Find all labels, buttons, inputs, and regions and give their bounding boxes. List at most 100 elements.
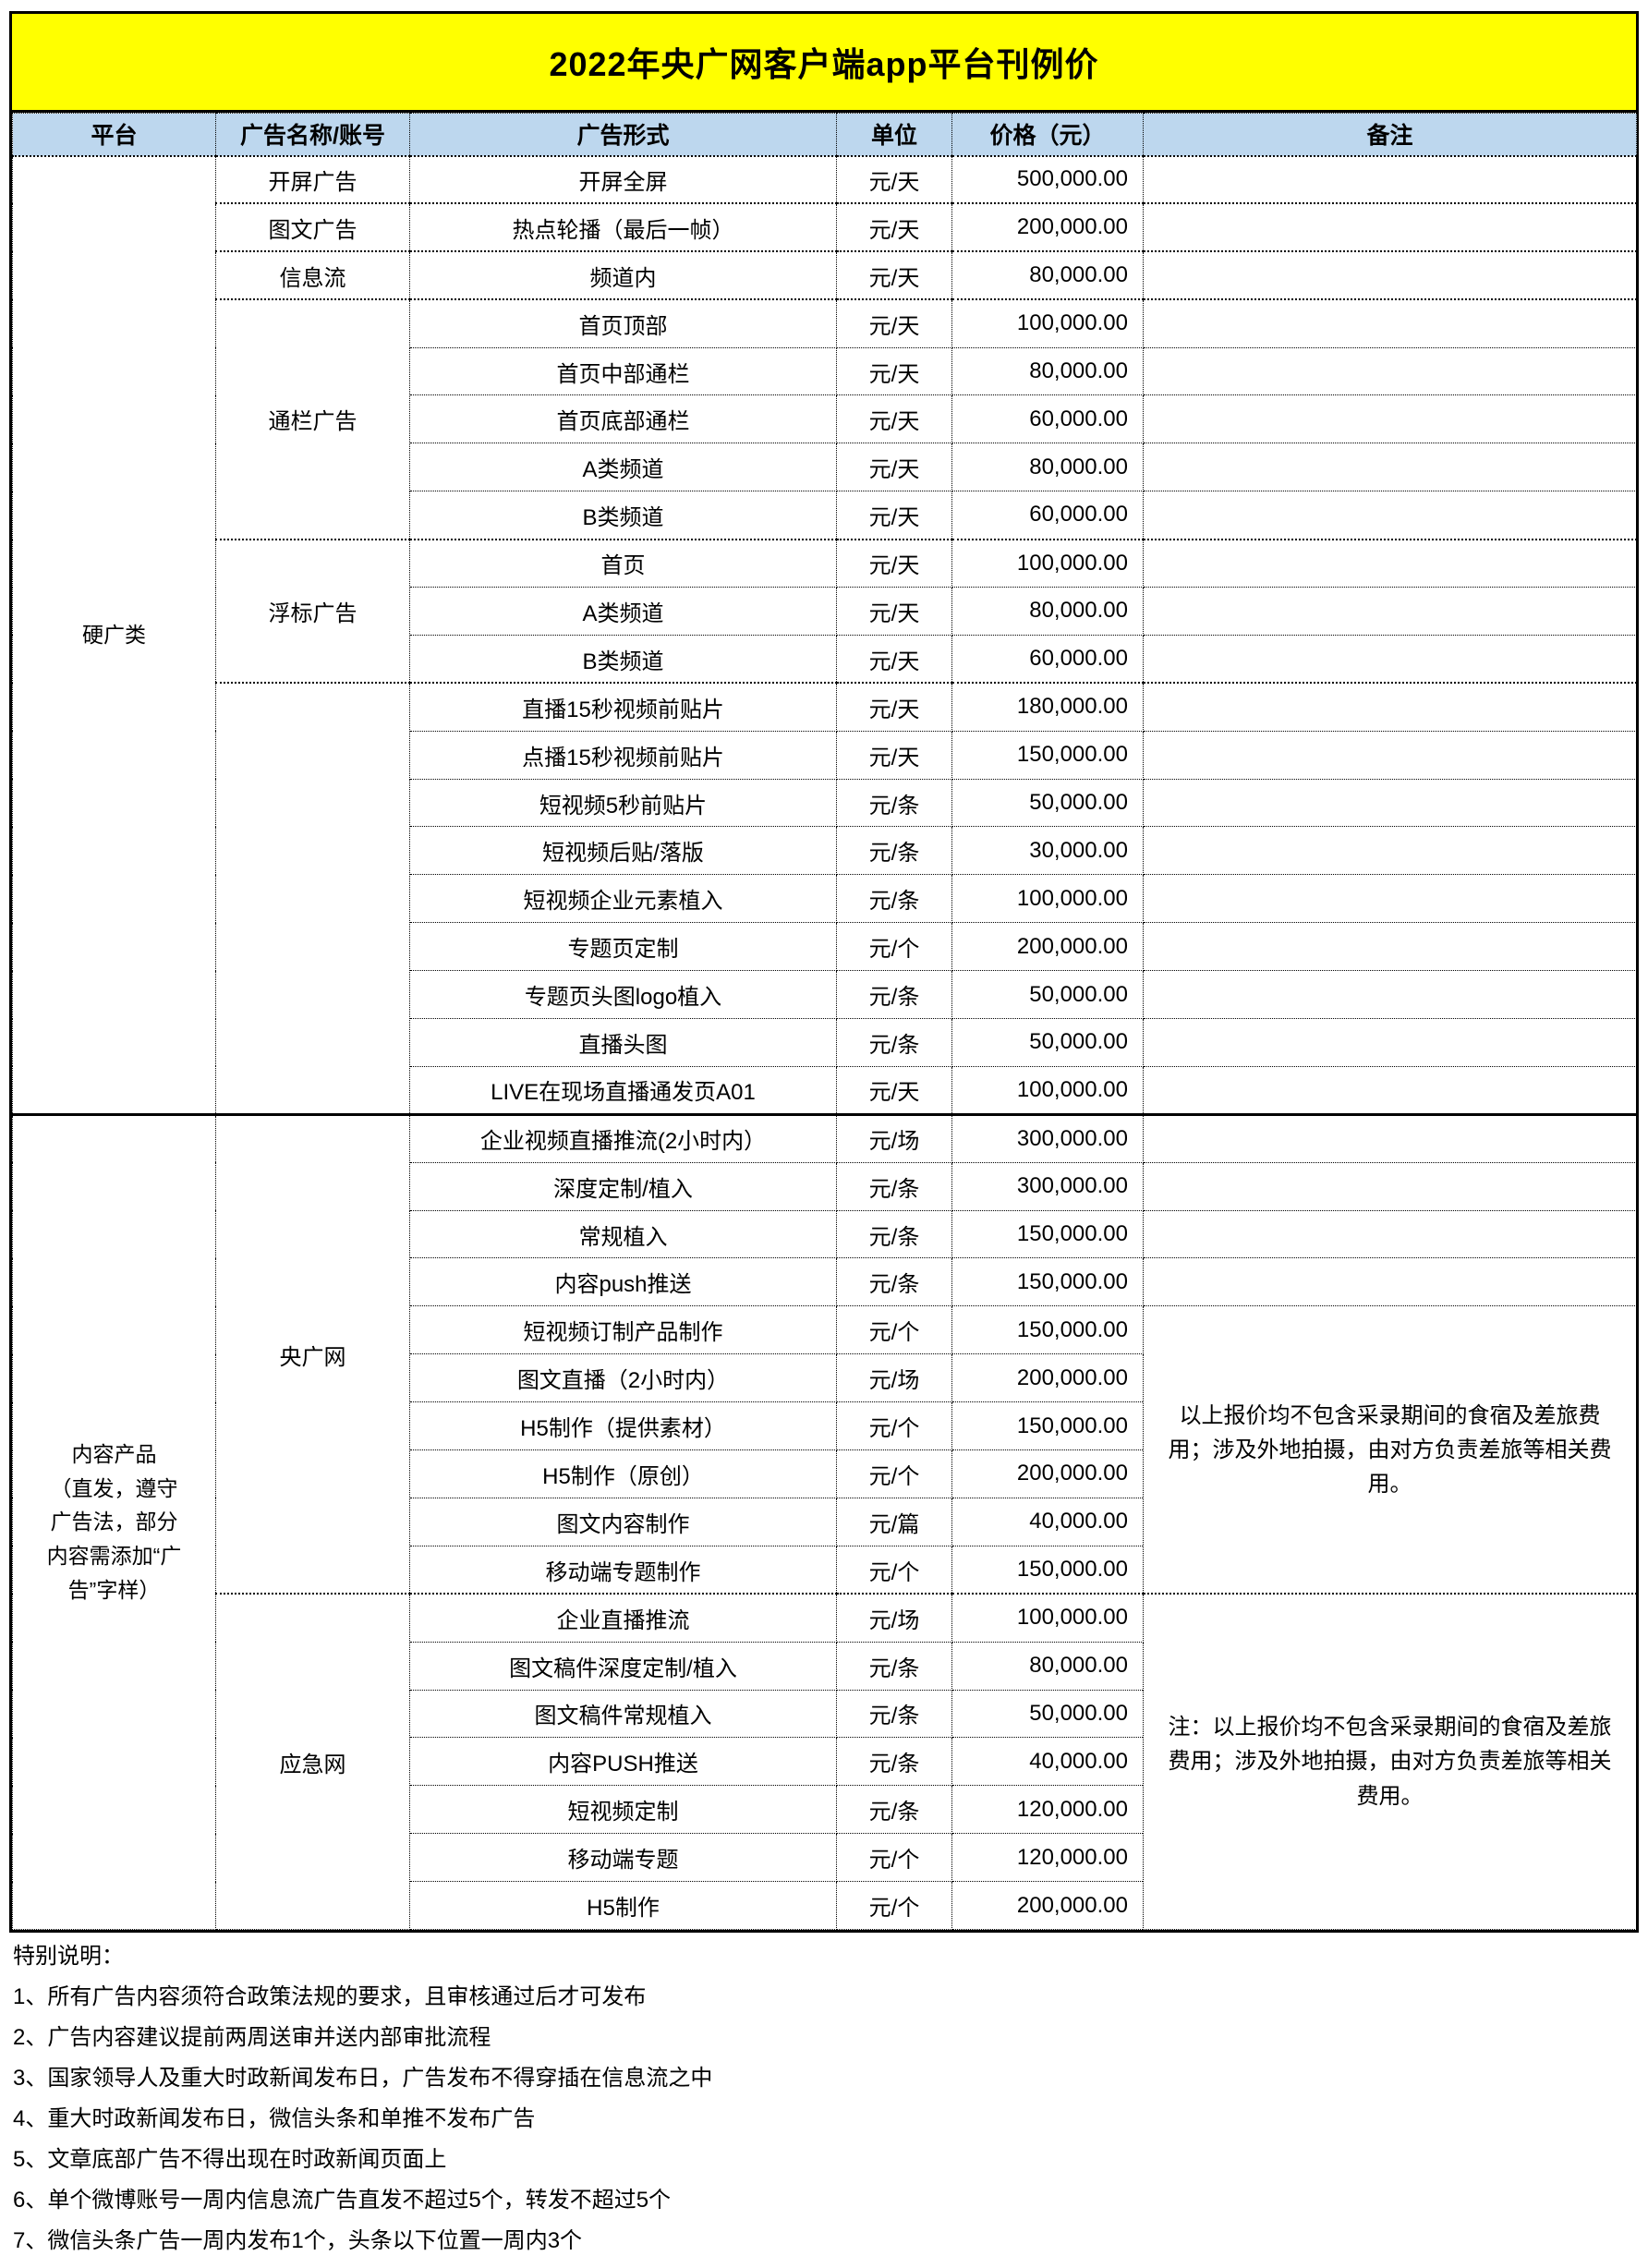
price-cell: 150,000.00: [951, 730, 1144, 780]
price-cell: 500,000.00: [951, 154, 1144, 204]
price-cell: 40,000.00: [951, 1497, 1144, 1546]
price-cell: 180,000.00: [951, 682, 1144, 732]
table-row: H5制作（原创） 元/个 200,000.00: [13, 1449, 1637, 1498]
unit-cell: 元/条: [836, 826, 952, 876]
price-cell: 100,000.00: [951, 1593, 1144, 1643]
unit-cell: 元/条: [836, 1209, 952, 1259]
remark-cell: [1143, 730, 1637, 780]
table-row: 专题页头图logo植入 元/条 50,000.00: [13, 970, 1637, 1020]
ad-form-cell: 点播15秒视频前贴片: [409, 730, 837, 780]
ad-form-cell: 短视频订制产品制作: [409, 1305, 837, 1355]
group-cell: [215, 682, 410, 1115]
ad-form-cell: LIVE在现场直播通发页A01: [409, 1065, 837, 1115]
ad-form-cell: 频道内: [409, 250, 837, 300]
platform-cell: 内容产品 （直发，遵守广告法，部分内容需添加“广告”字样）: [12, 1112, 216, 1930]
table-row: 移动端专题制作 元/个 150,000.00: [13, 1545, 1637, 1595]
unit-cell: 元/条: [836, 1689, 952, 1739]
group-cell: 浮标广告: [215, 538, 410, 684]
unit-cell: 元/个: [836, 1545, 952, 1595]
remark-cell: 以上报价均不包含采录期间的食宿及差旅费用；涉及外地拍摄，由对方负责差旅等相关费用…: [1143, 1305, 1637, 1595]
price-table: 平台 广告名称/账号 广告形式 单位 价格（元） 备注 硬广类 开屏广告 开屏全屏元…: [12, 113, 1637, 1930]
remark-cell: [1143, 922, 1637, 972]
unit-cell: 元/条: [836, 1018, 952, 1067]
table-row: 图文内容制作 元/篇 40,000.00: [13, 1497, 1637, 1546]
price-cell: 40,000.00: [951, 1737, 1144, 1787]
price-cell: 80,000.00: [951, 250, 1144, 300]
remark-cell: [1143, 346, 1637, 396]
price-cell: 200,000.00: [951, 922, 1144, 972]
table-row: 通栏广告 首页顶部 元/天 100,000.00: [13, 298, 1637, 540]
table-row: 移动端专题 元/个 120,000.00: [13, 1833, 1637, 1883]
price-cell: 200,000.00: [951, 1353, 1144, 1403]
table-row: 图文广告 热点轮播（最后一帧） 元/天 200,000.00: [13, 202, 1637, 252]
price-cell: 120,000.00: [951, 1785, 1144, 1835]
unit-cell: 元/个: [836, 1881, 952, 1930]
ad-form-cell: 首页顶部: [409, 298, 837, 348]
ad-form-cell: 短视频企业元素植入: [409, 874, 837, 924]
price-cell: 150,000.00: [951, 1209, 1144, 1259]
remark-cell: [1143, 1065, 1637, 1115]
ad-form-cell: 首页: [409, 538, 837, 588]
unit-cell: 元/场: [836, 1353, 952, 1403]
remark-cell: [1143, 394, 1637, 444]
table-row: 短视频企业元素植入 元/条 100,000.00: [13, 874, 1637, 924]
ad-form-cell: 企业直播推流: [409, 1593, 837, 1643]
table-row: H5制作 元/个 200,000.00: [13, 1881, 1637, 1930]
remark-cell: [1143, 826, 1637, 876]
table-row: LIVE在现场直播通发页A01 元/天 100,000.00: [13, 1065, 1637, 1115]
remark-cell: [1143, 874, 1637, 924]
unit-cell: 元/天: [836, 346, 952, 396]
table-row: H5制作（提供素材） 元/个 150,000.00: [13, 1401, 1637, 1451]
table-row: B类频道 元/天 60,000.00: [13, 634, 1637, 684]
remark-cell: [1143, 970, 1637, 1020]
ad-form-cell: 开屏全屏: [409, 154, 837, 204]
ad-form-cell: 热点轮播（最后一帧）: [409, 202, 837, 252]
ad-form-cell: 图文稿件深度定制/植入: [409, 1641, 837, 1691]
price-cell: 100,000.00: [951, 298, 1144, 348]
unit-cell: 元/条: [836, 1785, 952, 1835]
price-cell: 150,000.00: [951, 1401, 1144, 1451]
table-row: 短视频订制产品制作 元/个 150,000.00 以上报价均不包含采录期间的食宿及差旅…: [13, 1305, 1637, 1595]
unit-cell: 元/天: [836, 443, 952, 492]
ad-form-cell: 直播15秒视频前贴片: [409, 682, 837, 732]
notes-list: 1、所有广告内容须符合政策法规的要求，且审核通过后才可发布 2、广告内容建议提前两…: [13, 1977, 1602, 2262]
remark-cell: 注：以上报价均不包含采录期间的食宿及差旅费用；涉及外地拍摄，由对方负责差旅等相关…: [1143, 1593, 1637, 1930]
table-row: 硬广类 开屏广告 开屏全屏 元/天 500,000.00: [12, 154, 1637, 1115]
remark-cell: [1143, 443, 1637, 492]
ad-form-cell: 深度定制/植入: [409, 1161, 837, 1211]
note-item: 7、微信头条广告一周内发布1个，头条以下位置一周内3个: [13, 2228, 583, 2253]
unit-cell: 元/场: [836, 1112, 952, 1163]
price-cell: 100,000.00: [951, 874, 1144, 924]
ad-form-cell: H5制作（原创）: [409, 1449, 837, 1498]
remark-cell: [1143, 1257, 1637, 1307]
remark-cell: [1143, 298, 1637, 348]
unit-cell: 元/篇: [836, 1497, 952, 1546]
group-cell: 信息流: [215, 250, 410, 300]
price-cell: 50,000.00: [951, 1689, 1144, 1739]
remark-cell: [1143, 634, 1637, 684]
ad-form-cell: 短视频后贴/落版: [409, 826, 837, 876]
price-cell: 80,000.00: [951, 587, 1144, 636]
ad-form-cell: 短视频5秒前贴片: [409, 778, 837, 828]
price-cell: 200,000.00: [951, 1881, 1144, 1930]
table-row: 内容产品 （直发，遵守广告法，部分内容需添加“广告”字样） 央广网 企业视频直播推流…: [12, 1112, 1637, 1930]
unit-cell: 元/条: [836, 1257, 952, 1307]
header-platform: 平台: [12, 113, 216, 157]
price-cell: 50,000.00: [951, 1018, 1144, 1067]
table-row: 内容PUSH推送 元/条 40,000.00: [13, 1737, 1637, 1787]
price-cell: 300,000.00: [951, 1112, 1144, 1163]
ad-form-cell: B类频道: [409, 634, 837, 684]
unit-cell: 元/天: [836, 538, 952, 588]
header-remark: 备注: [1143, 113, 1637, 157]
unit-cell: 元/天: [836, 298, 952, 348]
ad-form-cell: 图文直播（2小时内）: [409, 1353, 837, 1403]
unit-cell: 元/条: [836, 1161, 952, 1211]
unit-cell: 元/天: [836, 202, 952, 252]
group-cell: 开屏广告: [215, 154, 410, 204]
table-row: 专题页定制 元/个 200,000.00: [13, 922, 1637, 972]
table-row: 短视频定制 元/条 120,000.00: [13, 1785, 1637, 1835]
remark-cell: [1143, 154, 1637, 204]
note-item: 1、所有广告内容须符合政策法规的要求，且审核通过后才可发布: [13, 1984, 647, 2009]
unit-cell: 元/个: [836, 1449, 952, 1498]
